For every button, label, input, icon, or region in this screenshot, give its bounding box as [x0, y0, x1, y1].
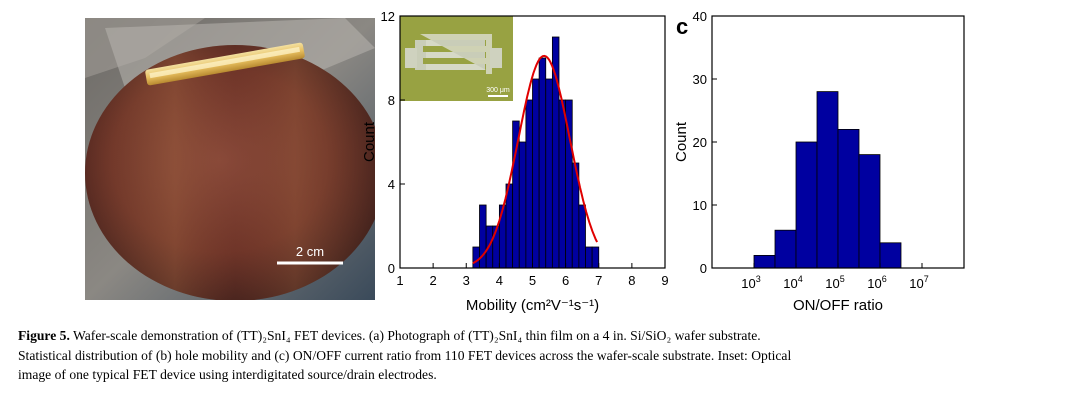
onoff-bar-1	[774, 229, 797, 269]
caption-line-1: Figure 5. Wafer-scale demonstration of (…	[18, 326, 1048, 346]
y-tick-label-c-40: 40	[693, 10, 707, 24]
mobility-bar-11	[545, 78, 553, 269]
x-tick-label-b-3: 3	[463, 273, 470, 288]
device-inset: 300 μm	[400, 16, 513, 101]
mobility-bar-13	[558, 99, 567, 269]
onoff-bar-4	[837, 129, 860, 269]
mobility-bar-0	[472, 246, 480, 269]
electrode-right	[420, 34, 492, 74]
figure-caption: Figure 5. Wafer-scale demonstration of (…	[18, 326, 1048, 385]
onoff-bar-6	[879, 242, 902, 269]
x-tick-label-c-5: 105	[825, 274, 844, 291]
caption-line-2: Statistical distribution of (b) hole mob…	[18, 347, 792, 363]
scale-bar-label: 2 cm	[296, 244, 324, 259]
x-axis-label-c: ON/OFF ratio	[793, 297, 883, 314]
mobility-bar-7	[518, 141, 527, 269]
caption-label: Figure 5.	[18, 328, 70, 343]
mobility-bar-8	[525, 99, 533, 269]
onoff-bar-5	[858, 154, 881, 269]
y-tick-label-c-20: 20	[693, 135, 707, 150]
x-tick-label-c-4: 104	[783, 274, 802, 291]
onoff-bar-0	[753, 254, 776, 269]
x-tick-label-b-5: 5	[529, 273, 536, 288]
inset-scale-label: 300 μm	[486, 87, 510, 94]
y-tick-label-b-0: 0	[388, 261, 395, 276]
y-axis-label-c: Count	[673, 121, 690, 162]
x-tick-label-c-3: 103	[741, 274, 760, 291]
y-axis-label-b: Count	[361, 121, 378, 162]
panel-label-c: c	[676, 14, 689, 39]
x-tick-label-b-8: 8	[628, 273, 635, 288]
mobility-bar-9	[532, 78, 540, 269]
y-tick-label-b-8: 8	[388, 93, 395, 108]
y-tick-label-c-30: 30	[693, 72, 707, 87]
mobility-bar-18	[591, 246, 600, 269]
y-tick-label-b-4: 4	[388, 177, 395, 192]
x-tick-label-c-6: 106	[867, 274, 886, 291]
onoff-histogram: 103 104 105 106 107 0 10 20 30 40 ON/OFF ratio Coun…	[673, 10, 965, 314]
x-tick-label-c-7: 107	[909, 274, 928, 291]
x-tick-label-b-6: 6	[562, 273, 569, 288]
mobility-bar-17	[585, 246, 593, 269]
y-tick-label-c-0: 0	[700, 261, 707, 276]
caption-text-1: Wafer-scale demonstration of (TT)₂SnI₄ F…	[73, 328, 761, 343]
wafer-photo: 2 cm	[85, 18, 375, 300]
mobility-bar-10	[538, 57, 547, 269]
y-tick-label-b-12: 12	[381, 10, 395, 24]
x-axis-label-b: Mobility (cm²V⁻¹s⁻¹)	[466, 297, 599, 314]
x-tick-label-b-9: 9	[661, 273, 668, 288]
x-tick-label-b-2: 2	[430, 273, 437, 288]
x-tick-label-b-7: 7	[595, 273, 602, 288]
gaussian-fit-curve	[472, 54, 598, 265]
x-tick-label-b-4: 4	[496, 273, 503, 288]
y-tick-label-c-10: 10	[693, 198, 707, 213]
onoff-bar-3	[816, 91, 839, 269]
x-tick-label-b-1: 1	[396, 273, 403, 288]
mobility-bar-16	[578, 204, 586, 269]
caption-line-3: image of one typical FET device using in…	[18, 367, 437, 382]
onoff-bar-2	[795, 141, 818, 269]
